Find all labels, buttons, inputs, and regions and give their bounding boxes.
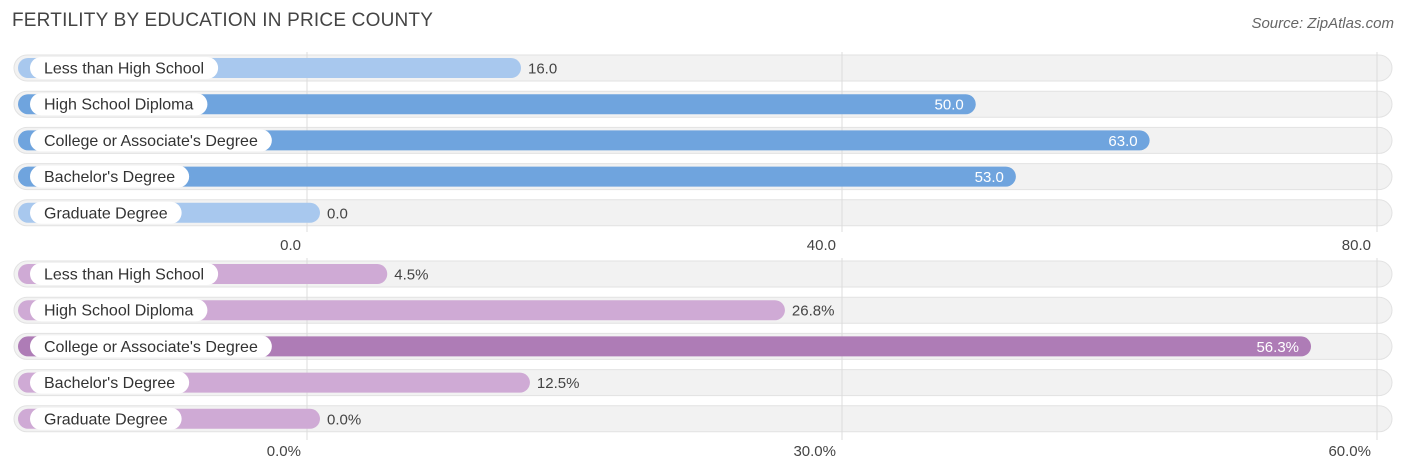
bar-bachelor-s-degree [18, 166, 1016, 187]
bar-college-or-associate-s-degree [18, 336, 1312, 357]
row-track [13, 405, 1393, 433]
value-label-college-or-associate-s-degree: 56.3% [1256, 339, 1299, 356]
category-label-pill [30, 165, 190, 188]
category-label-pill [30, 129, 272, 152]
category-label-less-than-high-school: Less than High School [44, 61, 204, 78]
tick-label-3: 80.0 [1342, 237, 1371, 254]
tick-label-3: 60.0% [1328, 443, 1371, 460]
chart-source: Source: ZipAtlas.com [1251, 15, 1394, 32]
tick-label-1: 0.0 [280, 237, 301, 254]
bar-high-school-diploma [18, 94, 976, 115]
chart-title: FERTILITY BY EDUCATION IN PRICE COUNTY [12, 10, 434, 31]
value-label-less-than-high-school: 4.5% [394, 267, 428, 284]
row-track [13, 199, 1393, 227]
value-label-high-school-diploma: 50.0 [935, 97, 964, 114]
category-label-college-or-associate-s-degree: College or Associate's Degree [44, 339, 258, 356]
bar-college-or-associate-s-degree [18, 130, 1150, 151]
category-label-pill [30, 201, 182, 224]
value-label-graduate-degree: 0.0 [327, 205, 348, 222]
category-label-pill [30, 299, 208, 322]
chart-panel-1: Less than High School 16.0 High School Dip… [13, 52, 1393, 254]
value-label-bachelor-s-degree: 53.0 [975, 169, 1004, 186]
category-label-graduate-degree: Graduate Degree [44, 411, 168, 428]
category-label-less-than-high-school: Less than High School [44, 267, 204, 284]
category-label-bachelor-s-degree: Bachelor's Degree [44, 375, 175, 392]
category-label-high-school-diploma: High School Diploma [44, 97, 194, 114]
chart-panel-2: Less than High School 4.5% High School Dip… [13, 258, 1393, 460]
value-label-less-than-high-school: 16.0 [528, 61, 557, 78]
tick-label-2: 40.0 [807, 237, 836, 254]
category-label-pill [30, 263, 219, 285]
tick-label-2: 30.0% [793, 443, 836, 460]
category-label-college-or-associate-s-degree: College or Associate's Degree [44, 133, 258, 150]
value-label-high-school-diploma: 26.8% [792, 303, 835, 320]
value-label-graduate-degree: 0.0% [327, 411, 361, 428]
category-label-pill [30, 57, 219, 79]
category-label-pill [30, 407, 182, 430]
value-label-college-or-associate-s-degree: 63.0 [1108, 133, 1137, 150]
bar-high-school-diploma [18, 300, 785, 321]
category-label-pill [30, 93, 208, 116]
tick-label-1: 0.0% [267, 443, 301, 460]
category-label-graduate-degree: Graduate Degree [44, 205, 168, 222]
category-label-pill [30, 335, 272, 358]
category-label-bachelor-s-degree: Bachelor's Degree [44, 169, 175, 186]
value-label-bachelor-s-degree: 12.5% [537, 375, 580, 392]
category-label-high-school-diploma: High School Diploma [44, 303, 194, 320]
category-label-pill [30, 371, 190, 394]
